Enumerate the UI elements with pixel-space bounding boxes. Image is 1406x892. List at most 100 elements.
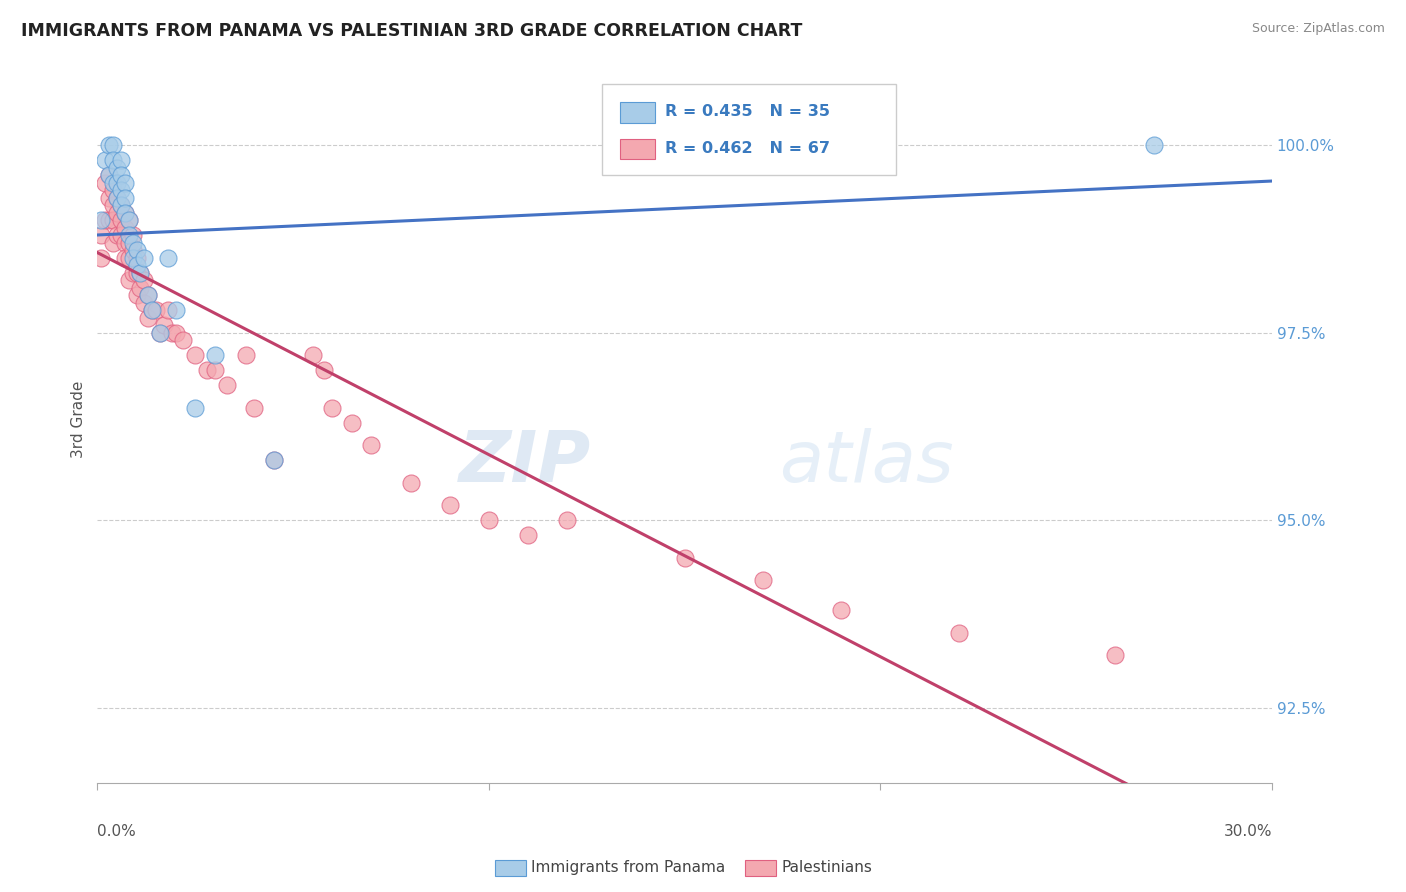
- Point: [110, 198, 132, 212]
- Point: [156, 303, 179, 318]
- Point: [340, 416, 363, 430]
- Point: [101, 183, 124, 197]
- Point: [118, 273, 141, 287]
- Point: [114, 251, 136, 265]
- Point: [129, 266, 152, 280]
- Bar: [620, 103, 655, 123]
- Point: [517, 528, 540, 542]
- Point: [101, 153, 124, 168]
- Point: [129, 266, 152, 280]
- Point: [235, 348, 257, 362]
- Point: [1104, 648, 1126, 663]
- Point: [478, 513, 501, 527]
- Point: [673, 550, 696, 565]
- Point: [145, 303, 167, 318]
- Point: [204, 363, 226, 377]
- Text: R = 0.435   N = 35: R = 0.435 N = 35: [665, 104, 830, 120]
- Point: [110, 228, 132, 243]
- Point: [215, 378, 238, 392]
- Text: 0.0%: 0.0%: [97, 824, 136, 839]
- Point: [149, 326, 172, 340]
- Text: atlas: atlas: [779, 428, 953, 497]
- Point: [121, 228, 143, 243]
- Point: [98, 168, 121, 182]
- Point: [263, 453, 285, 467]
- Point: [98, 138, 121, 153]
- Point: [98, 191, 121, 205]
- Point: [125, 266, 148, 280]
- Point: [101, 138, 124, 153]
- Point: [98, 213, 121, 227]
- Point: [110, 213, 132, 227]
- Point: [136, 310, 159, 325]
- Point: [243, 401, 266, 415]
- Point: [101, 176, 124, 190]
- Text: Immigrants from Panama: Immigrants from Panama: [531, 861, 725, 875]
- Point: [118, 213, 141, 227]
- Point: [114, 205, 136, 219]
- Text: 30.0%: 30.0%: [1223, 824, 1272, 839]
- Point: [830, 603, 852, 617]
- Point: [136, 288, 159, 302]
- Point: [114, 220, 136, 235]
- Point: [136, 288, 159, 302]
- Point: [110, 183, 132, 197]
- Point: [360, 438, 382, 452]
- Point: [118, 228, 141, 243]
- Point: [125, 251, 148, 265]
- Point: [94, 153, 117, 168]
- Point: [98, 168, 121, 182]
- Text: ZIP: ZIP: [458, 428, 591, 497]
- Point: [439, 498, 461, 512]
- Point: [90, 251, 112, 265]
- Point: [114, 235, 136, 250]
- Point: [173, 333, 195, 347]
- Point: [121, 266, 143, 280]
- Point: [301, 348, 323, 362]
- Point: [948, 625, 970, 640]
- Point: [141, 303, 163, 318]
- Point: [153, 318, 176, 333]
- Y-axis label: 3rd Grade: 3rd Grade: [72, 380, 86, 458]
- Point: [110, 153, 132, 168]
- Point: [114, 191, 136, 205]
- Text: R = 0.462   N = 67: R = 0.462 N = 67: [665, 141, 830, 156]
- Point: [94, 213, 117, 227]
- Point: [105, 176, 128, 190]
- Point: [184, 348, 207, 362]
- Point: [195, 363, 218, 377]
- Point: [752, 574, 775, 588]
- Point: [165, 326, 187, 340]
- Point: [125, 244, 148, 258]
- Point: [105, 191, 128, 205]
- Point: [101, 213, 124, 227]
- Point: [110, 168, 132, 182]
- Point: [204, 348, 226, 362]
- Point: [165, 303, 187, 318]
- Point: [1143, 138, 1166, 153]
- Text: Palestinians: Palestinians: [782, 861, 873, 875]
- Point: [105, 161, 128, 175]
- Point: [134, 273, 156, 287]
- Text: IMMIGRANTS FROM PANAMA VS PALESTINIAN 3RD GRADE CORRELATION CHART: IMMIGRANTS FROM PANAMA VS PALESTINIAN 3R…: [21, 22, 803, 40]
- Point: [399, 475, 422, 490]
- Point: [101, 235, 124, 250]
- Point: [105, 228, 128, 243]
- Point: [114, 176, 136, 190]
- Bar: [620, 139, 655, 159]
- Point: [105, 205, 128, 219]
- Point: [263, 453, 285, 467]
- Point: [114, 205, 136, 219]
- Point: [184, 401, 207, 415]
- Point: [121, 244, 143, 258]
- Point: [121, 235, 143, 250]
- Point: [94, 176, 117, 190]
- Point: [555, 513, 578, 527]
- Point: [90, 228, 112, 243]
- Point: [149, 326, 172, 340]
- Point: [101, 198, 124, 212]
- Point: [314, 363, 336, 377]
- Point: [118, 213, 141, 227]
- Point: [134, 251, 156, 265]
- Point: [118, 251, 141, 265]
